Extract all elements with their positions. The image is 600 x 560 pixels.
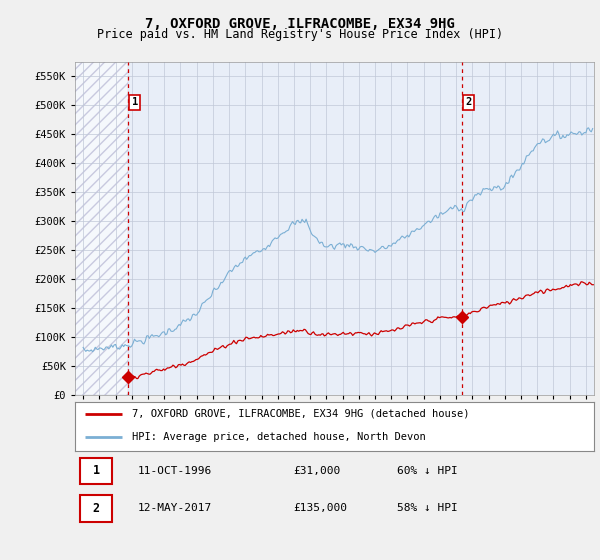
FancyBboxPatch shape <box>80 458 112 484</box>
Text: 2: 2 <box>466 97 472 107</box>
Text: 12-MAY-2017: 12-MAY-2017 <box>137 503 212 514</box>
Text: 11-OCT-1996: 11-OCT-1996 <box>137 466 212 476</box>
Text: 58% ↓ HPI: 58% ↓ HPI <box>397 503 458 514</box>
Text: HPI: Average price, detached house, North Devon: HPI: Average price, detached house, Nort… <box>132 432 426 442</box>
Text: £135,000: £135,000 <box>293 503 347 514</box>
Text: 7, OXFORD GROVE, ILFRACOMBE, EX34 9HG: 7, OXFORD GROVE, ILFRACOMBE, EX34 9HG <box>145 17 455 31</box>
Text: Price paid vs. HM Land Registry's House Price Index (HPI): Price paid vs. HM Land Registry's House … <box>97 28 503 41</box>
Text: 7, OXFORD GROVE, ILFRACOMBE, EX34 9HG (detached house): 7, OXFORD GROVE, ILFRACOMBE, EX34 9HG (d… <box>132 409 470 419</box>
Text: 1: 1 <box>93 464 100 478</box>
Bar <box>75 62 128 395</box>
Text: 1: 1 <box>131 97 138 107</box>
Text: 2: 2 <box>93 502 100 515</box>
Text: 60% ↓ HPI: 60% ↓ HPI <box>397 466 458 476</box>
FancyBboxPatch shape <box>80 496 112 521</box>
Text: £31,000: £31,000 <box>293 466 340 476</box>
